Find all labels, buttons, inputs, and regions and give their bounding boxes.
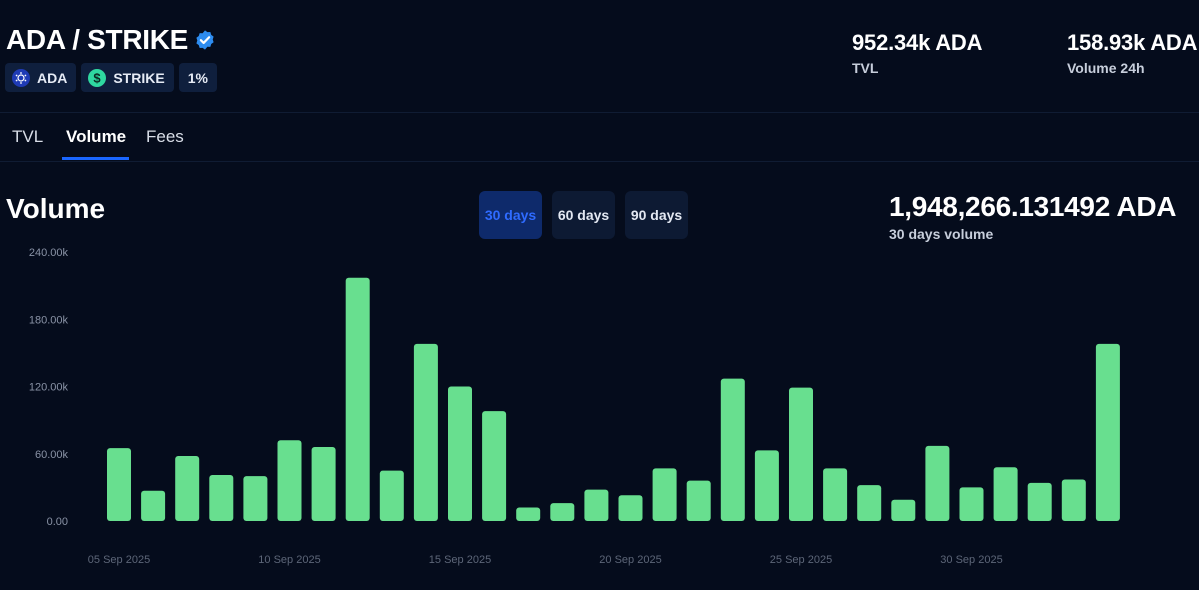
pair-title: ADA / STRIKE [6, 24, 189, 55]
token-chip-strike[interactable]: $ STRIKE [81, 63, 174, 92]
bar-11-sep[interactable] [311, 447, 336, 521]
y-tick-label: 120.00k [29, 382, 69, 394]
bar-05-sep[interactable] [107, 448, 131, 521]
volume-24h-stat: 158.93k ADA Volume 24h [1067, 30, 1197, 76]
x-tick-label: 30 Sep 2025 [940, 554, 1002, 566]
svg-text:$: $ [94, 70, 102, 85]
x-tick-label: 15 Sep 2025 [429, 554, 491, 566]
bar-03-oct[interactable] [1061, 479, 1086, 521]
bar-26-sep[interactable] [823, 468, 848, 521]
header-divider [0, 112, 1199, 113]
bar-27-sep[interactable] [857, 485, 882, 521]
bar-12-sep[interactable] [345, 277, 370, 521]
bar-15-sep[interactable] [448, 386, 472, 522]
x-tick-label: 10 Sep 2025 [258, 554, 320, 566]
token-symbol: ADA [37, 69, 68, 86]
tab-fees[interactable]: Fees [146, 127, 184, 146]
range-60-days-button[interactable]: 60 days [552, 191, 615, 239]
y-tick-label: 240.00k [29, 247, 69, 259]
y-tick-label: 0.00 [47, 516, 68, 528]
bar-10-sep[interactable] [277, 440, 302, 521]
bar-04-oct[interactable] [1095, 343, 1120, 521]
bar-08-sep[interactable] [209, 475, 234, 521]
x-tick-label: 25 Sep 2025 [770, 554, 832, 566]
bar-14-sep[interactable] [413, 343, 438, 521]
bar-23-sep[interactable] [720, 378, 745, 521]
bar-28-sep[interactable] [891, 499, 916, 521]
bar-17-sep[interactable] [516, 507, 541, 521]
tab-bar: TVL Volume Fees [0, 112, 1199, 161]
active-tab-indicator [62, 157, 129, 160]
bar-07-sep[interactable] [175, 455, 200, 521]
token-symbol: STRIKE [113, 69, 165, 86]
bar-20-sep[interactable] [618, 495, 643, 521]
x-tick-label: 20 Sep 2025 [599, 554, 661, 566]
y-tick-label: 60.00k [35, 449, 69, 461]
tabs-divider [0, 161, 1199, 162]
fee-badge: 1% [178, 63, 217, 92]
volume-24h-value: 158.93k ADA [1067, 30, 1198, 55]
period-total-value: 1,948,266.131492 ADA [889, 191, 1177, 222]
y-tick-label: 180.00k [29, 314, 69, 326]
token-chip-ada[interactable]: ADA [5, 63, 77, 92]
bar-06-sep[interactable] [141, 490, 166, 521]
tab-tvl[interactable]: TVL [12, 127, 44, 146]
bar-16-sep[interactable] [482, 411, 507, 521]
pair-chips: ADA $ STRIKE 1% [5, 63, 217, 92]
bar-30-sep[interactable] [959, 487, 984, 521]
bar-13-sep[interactable] [379, 470, 404, 521]
volume-bar-chart: 0.00 60.00k 120.00k 180.00k 240.00k 05 Sep 20… [29, 247, 1120, 566]
bar-19-sep[interactable] [584, 489, 609, 521]
bar-01-oct[interactable] [993, 467, 1018, 521]
period-total: 1,948,266.131492 ADA 30 days volume [889, 191, 1176, 242]
bar-24-sep[interactable] [754, 450, 779, 521]
bar-18-sep[interactable] [550, 503, 575, 521]
strike-icon: $ [88, 68, 107, 87]
ada-icon [12, 68, 30, 87]
bar-02-oct[interactable] [1027, 482, 1052, 521]
bar-29-sep[interactable] [925, 445, 950, 521]
tvl-label: TVL [852, 60, 879, 76]
tvl-stat: 952.34k ADA TVL [852, 30, 982, 76]
bar-25-sep[interactable] [789, 387, 813, 521]
volume-24h-label: Volume 24h [1067, 60, 1145, 76]
bar-21-sep[interactable] [652, 468, 677, 521]
bar-22-sep[interactable] [686, 480, 711, 521]
x-tick-label: 05 Sep 2025 [88, 554, 150, 566]
tab-volume[interactable]: Volume [66, 127, 127, 146]
pair-header: ADA / STRIKE [6, 24, 216, 56]
bar-09-sep[interactable] [243, 476, 268, 521]
range-30-days-button[interactable]: 30 days [479, 191, 542, 239]
section-title: Volume [6, 193, 106, 224]
tvl-value: 952.34k ADA [852, 30, 983, 55]
verified-badge-icon [196, 30, 214, 50]
range-90-days-button[interactable]: 90 days [625, 191, 688, 239]
period-total-label: 30 days volume [889, 226, 994, 242]
